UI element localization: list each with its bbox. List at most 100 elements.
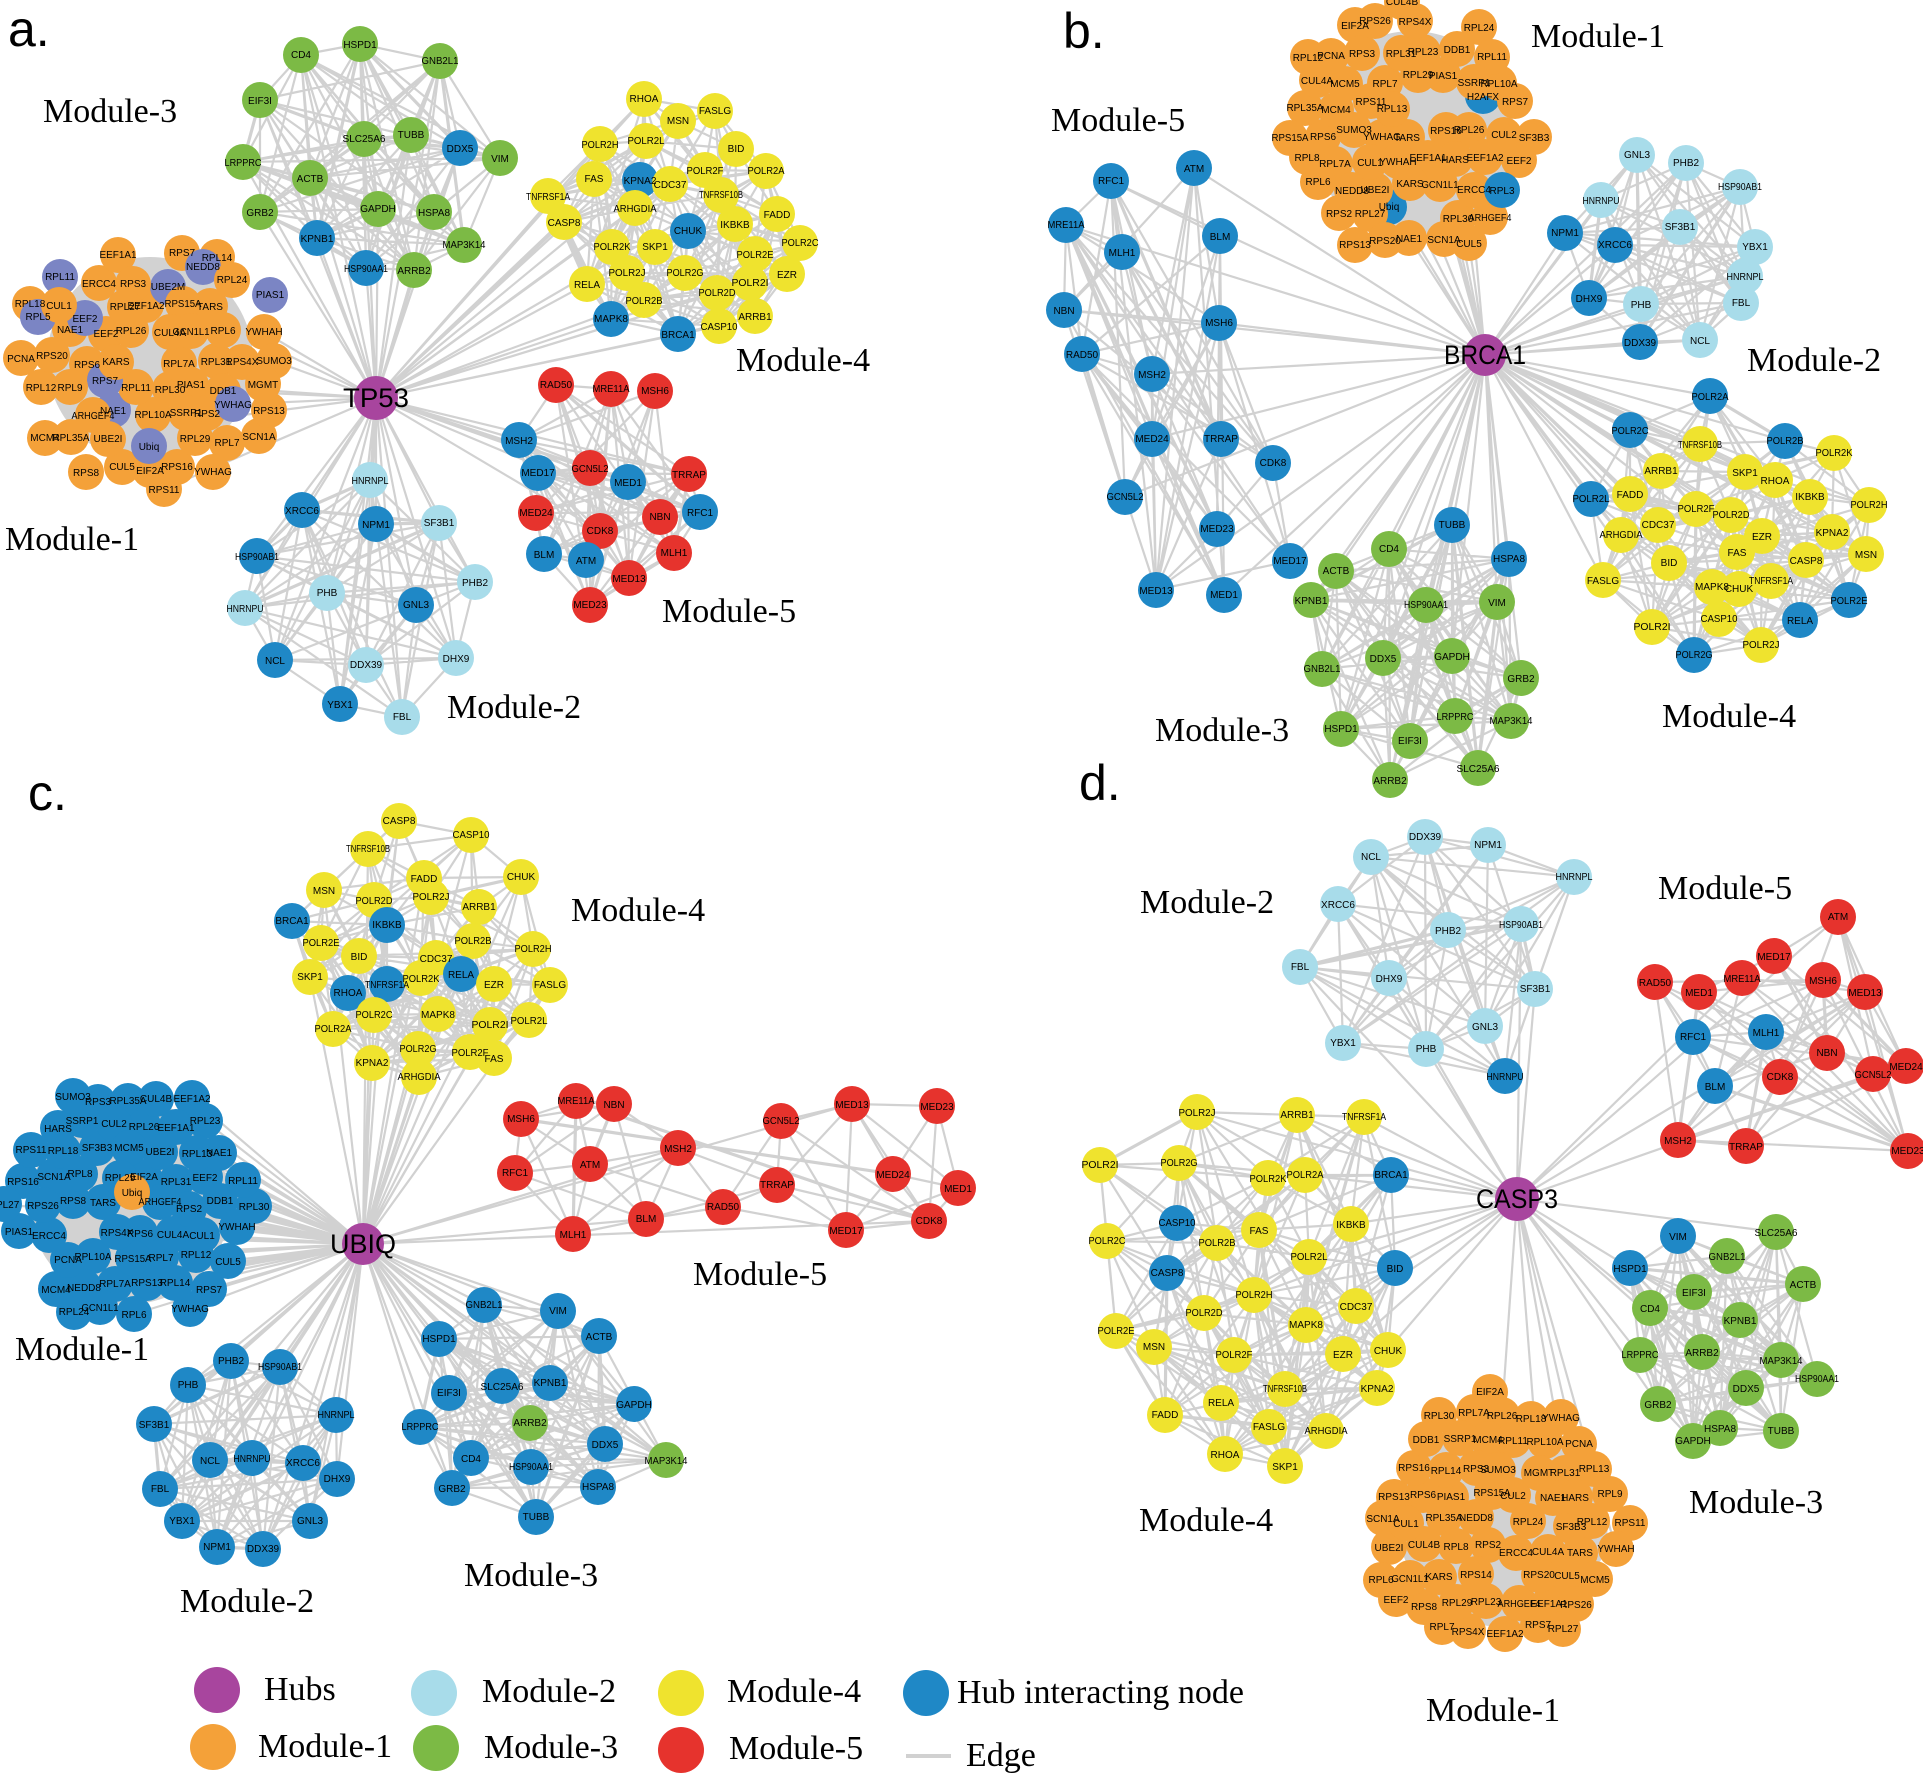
svg-text:UBIQ: UBIQ — [330, 1229, 396, 1259]
svg-text:MED24: MED24 — [519, 508, 553, 519]
svg-text:GCN1L1: GCN1L1 — [82, 1303, 119, 1314]
svg-text:YWHAG: YWHAG — [194, 467, 232, 478]
svg-text:HSPA8: HSPA8 — [582, 1482, 614, 1493]
svg-text:RPL18: RPL18 — [1516, 1414, 1547, 1425]
svg-text:RPS11: RPS11 — [16, 1145, 47, 1156]
svg-text:MLH1: MLH1 — [661, 548, 688, 559]
svg-text:PCNA: PCNA — [1565, 1439, 1593, 1450]
svg-text:CUL2: CUL2 — [101, 1119, 127, 1130]
svg-text:BRCA1: BRCA1 — [275, 916, 309, 927]
svg-text:BLM: BLM — [1210, 232, 1231, 243]
svg-text:MGMT: MGMT — [248, 380, 279, 391]
svg-text:NBN: NBN — [603, 1100, 624, 1111]
svg-text:RPL6: RPL6 — [1368, 1575, 1393, 1586]
svg-text:UBE2I: UBE2I — [146, 1147, 175, 1158]
svg-text:DDB1: DDB1 — [210, 386, 237, 397]
svg-text:POLR2E: POLR2E — [1831, 596, 1868, 607]
svg-text:EEF1A1: EEF1A1 — [1531, 1599, 1568, 1610]
svg-text:RPL11: RPL11 — [1498, 1436, 1528, 1447]
svg-text:UBE2M: UBE2M — [151, 282, 185, 293]
svg-text:RPS26: RPS26 — [1560, 1600, 1592, 1611]
svg-text:CUL4A: CUL4A — [1301, 76, 1334, 87]
svg-text:RPL29: RPL29 — [180, 434, 211, 445]
svg-text:SUMO3: SUMO3 — [55, 1092, 91, 1103]
svg-text:BLM: BLM — [1705, 1082, 1726, 1093]
svg-text:SLC25A6: SLC25A6 — [1457, 764, 1500, 775]
svg-text:Module-1: Module-1 — [1426, 1692, 1560, 1729]
svg-text:RELA: RELA — [574, 280, 600, 291]
svg-text:GNL3: GNL3 — [297, 1516, 324, 1527]
svg-text:EEF1A2: EEF1A2 — [1467, 153, 1504, 164]
svg-text:EEF2: EEF2 — [1383, 1595, 1408, 1606]
svg-text:PHB2: PHB2 — [462, 578, 489, 589]
svg-text:TNFRSF1A: TNFRSF1A — [365, 980, 409, 991]
svg-text:TNFRSF10B: TNFRSF10B — [346, 844, 390, 855]
svg-text:MRE11A: MRE11A — [558, 1096, 595, 1107]
svg-text:SUMO3: SUMO3 — [256, 356, 292, 367]
svg-text:MCM5: MCM5 — [114, 1143, 144, 1154]
svg-text:MED23: MED23 — [920, 1102, 954, 1113]
svg-text:MED13: MED13 — [1139, 586, 1173, 597]
svg-text:Module-1: Module-1 — [258, 1728, 392, 1765]
svg-text:PIAS1: PIAS1 — [1429, 71, 1458, 82]
svg-text:PCNA: PCNA — [54, 1255, 82, 1266]
svg-text:CUL5: CUL5 — [215, 1257, 241, 1268]
svg-text:RPS16: RPS16 — [1430, 126, 1462, 137]
svg-text:EIF2A: EIF2A — [1341, 21, 1369, 32]
svg-text:KPNB1: KPNB1 — [301, 234, 334, 245]
svg-text:POLR2K: POLR2K — [594, 242, 631, 253]
svg-text:BRCA1: BRCA1 — [1444, 340, 1526, 370]
svg-text:MSH2: MSH2 — [1664, 1136, 1692, 1147]
svg-text:MCM4: MCM4 — [1321, 105, 1351, 116]
svg-text:RPS15A: RPS15A — [115, 1254, 152, 1265]
svg-text:RPS4X: RPS4X — [101, 1228, 134, 1239]
svg-text:MAPK8: MAPK8 — [1289, 1320, 1323, 1331]
svg-text:POLR2A: POLR2A — [1287, 1170, 1324, 1181]
svg-text:POLR2F: POLR2F — [1678, 504, 1715, 515]
svg-text:GCN1L1: GCN1L1 — [173, 327, 210, 338]
svg-text:SSRP1: SSRP1 — [170, 408, 203, 419]
svg-text:RPL14: RPL14 — [160, 1278, 191, 1289]
svg-text:RPL27: RPL27 — [110, 302, 141, 313]
svg-text:FASLG: FASLG — [1587, 576, 1619, 587]
svg-text:NPM1: NPM1 — [1474, 840, 1502, 851]
svg-text:MAP3K14: MAP3K14 — [1760, 1356, 1803, 1367]
svg-text:GAPDH: GAPDH — [1675, 1436, 1711, 1447]
svg-text:ERCC4: ERCC4 — [82, 279, 116, 290]
svg-text:POLR2A: POLR2A — [1692, 392, 1729, 403]
svg-text:ARRB2: ARRB2 — [397, 266, 431, 277]
svg-text:GNL3: GNL3 — [1624, 150, 1651, 161]
svg-text:HNRNPL: HNRNPL — [318, 1410, 355, 1421]
svg-text:RPL35A: RPL35A — [1287, 103, 1324, 114]
svg-text:NAE1: NAE1 — [1540, 1493, 1567, 1504]
svg-text:DDX5: DDX5 — [1370, 654, 1397, 665]
svg-text:POLR2B: POLR2B — [1767, 436, 1804, 447]
svg-text:POLR2G: POLR2G — [400, 1044, 437, 1055]
svg-text:GCN5L2: GCN5L2 — [1855, 1070, 1892, 1081]
svg-text:CUL1: CUL1 — [189, 1231, 215, 1242]
svg-text:MED1: MED1 — [614, 478, 642, 489]
svg-text:YWHAG: YWHAG — [1542, 1413, 1580, 1424]
svg-text:KPNA2: KPNA2 — [1361, 1384, 1394, 1395]
svg-text:HSPA8: HSPA8 — [1493, 554, 1525, 565]
svg-text:DDX5: DDX5 — [592, 1440, 619, 1451]
svg-text:RPL7A: RPL7A — [99, 1279, 131, 1290]
svg-text:KARS: KARS — [1425, 1572, 1453, 1583]
svg-text:Module-2: Module-2 — [1140, 884, 1274, 921]
svg-text:POLR2G: POLR2G — [667, 268, 704, 279]
svg-text:HSP90AB1: HSP90AB1 — [1499, 920, 1543, 931]
svg-text:RPL7A: RPL7A — [1319, 159, 1351, 170]
svg-text:RPL9: RPL9 — [57, 383, 82, 394]
svg-text:EEF1A1: EEF1A1 — [158, 1123, 195, 1134]
svg-text:CUL2: CUL2 — [1500, 1491, 1526, 1502]
svg-text:YWHAH: YWHAH — [218, 1222, 255, 1233]
svg-text:CDK8: CDK8 — [1767, 1072, 1794, 1083]
svg-text:DDB1: DDB1 — [1444, 45, 1471, 56]
svg-text:MLH1: MLH1 — [1109, 248, 1136, 259]
svg-text:RPL26: RPL26 — [129, 1122, 160, 1133]
svg-text:CD4: CD4 — [461, 1454, 481, 1465]
svg-text:POLR2D: POLR2D — [356, 896, 393, 907]
svg-text:Module-3: Module-3 — [1155, 712, 1289, 749]
svg-text:RPL30: RPL30 — [1443, 214, 1474, 225]
svg-text:EEF1A2: EEF1A2 — [128, 301, 165, 312]
